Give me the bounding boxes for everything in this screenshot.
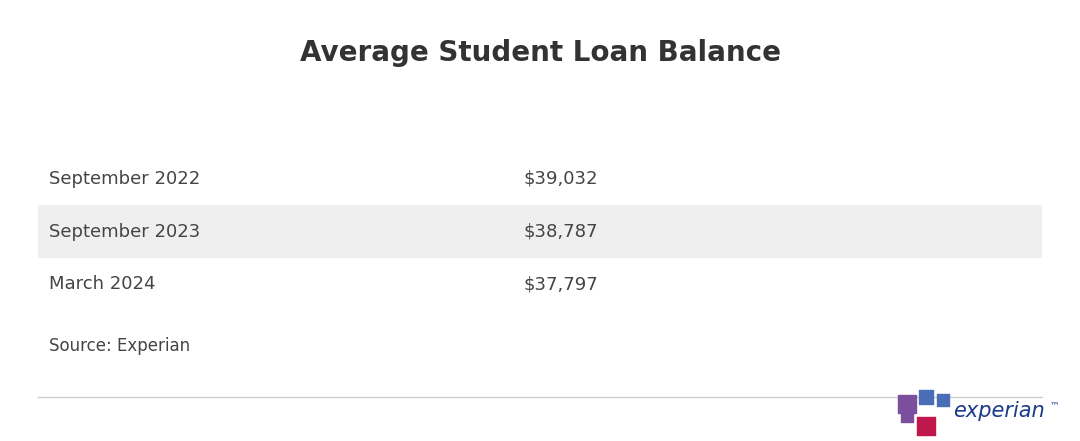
Text: experian: experian: [953, 401, 1044, 421]
Text: $39,032: $39,032: [524, 170, 598, 187]
Text: September 2023: September 2023: [49, 223, 200, 240]
Text: September 2022: September 2022: [49, 170, 200, 187]
Text: $38,787: $38,787: [524, 223, 598, 240]
FancyBboxPatch shape: [38, 205, 1042, 258]
Point: [899, 412, 916, 419]
Point: [899, 401, 916, 408]
Point: [934, 396, 951, 404]
Point: [917, 422, 934, 429]
Text: $37,797: $37,797: [524, 276, 598, 293]
Text: ™: ™: [1050, 400, 1059, 410]
Text: March 2024: March 2024: [49, 276, 156, 293]
Text: Source: Experian: Source: Experian: [49, 337, 190, 355]
Text: Average Student Loan Balance: Average Student Loan Balance: [299, 39, 781, 67]
Point: [917, 393, 934, 400]
